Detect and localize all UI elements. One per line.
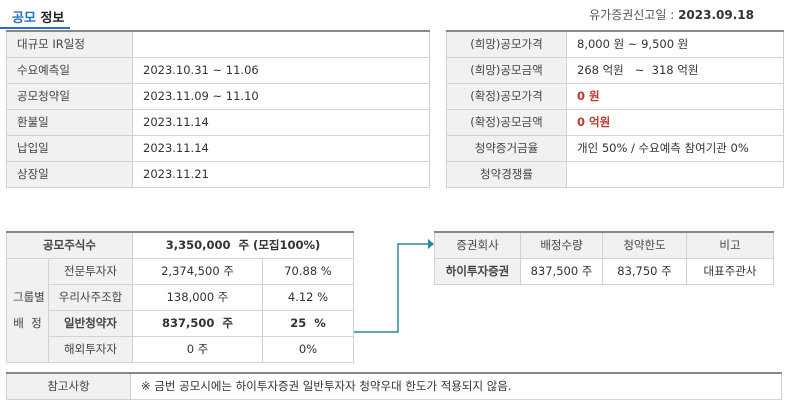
broker-qty: 837,500 주 — [520, 257, 603, 285]
schedule-value: 2023.11.14 — [132, 108, 430, 136]
price-row: (희망)공모가격 8,000 원 ~ 9,500 원 — [446, 30, 784, 58]
broker-name: 하이투자증권 — [434, 257, 521, 285]
investor-shares: 837,500 주 — [132, 309, 263, 337]
shares-total-value: 3,350,000 주 (모집100%) — [132, 231, 354, 259]
broker-row: 하이투자증권 837,500 주 83,750 주 대표주관사 — [434, 257, 774, 285]
broker-header-row: 증권회사 배정수량 청약한도 비고 — [434, 231, 774, 259]
broker-header: 배정수량 — [520, 231, 603, 259]
shares-total-row: 공모주식수 3,350,000 주 (모집100%) — [6, 231, 354, 259]
price-label: 청약경쟁률 — [446, 160, 567, 188]
investor-shares: 2,374,500 주 — [132, 257, 263, 285]
title-underline — [0, 27, 70, 29]
price-row: 청약증거금율 개인 50% / 수요예측 참여기관 0% — [446, 134, 784, 162]
schedule-row: 환불일 2023.11.14 — [6, 108, 430, 136]
schedule-label: 수요예측일 — [6, 56, 133, 84]
schedule-row: 대규모 IR일정 — [6, 30, 430, 58]
schedule-value — [132, 30, 430, 58]
investor-type: 일반청약자 — [48, 309, 133, 337]
investor-pct: 70.88 % — [262, 257, 354, 285]
price-label: (희망)공모가격 — [446, 30, 567, 58]
report-date-label: 유가증권신고일 : — [589, 8, 675, 22]
shares-row: 우리사주조합 138,000 주 4.12 % — [7, 283, 354, 311]
price-value: 8,000 원 ~ 9,500 원 — [566, 30, 784, 58]
schedule-value: 2023.11.09 ~ 11.10 — [132, 82, 430, 110]
title-accent: 공모 — [12, 11, 36, 26]
schedule-value: 2023.10.31 ~ 11.06 — [132, 56, 430, 84]
shares-table: 공모주식수 3,350,000 주 (모집100%) 그룹별 배 정 전문투자자… — [6, 231, 354, 363]
shares-row-highlight: 일반청약자 837,500 주 25 % — [7, 309, 354, 337]
investor-pct: 4.12 % — [262, 283, 354, 311]
page-title: 공모 정보 — [12, 7, 64, 26]
price-table: (희망)공모가격 8,000 원 ~ 9,500 원 (희망)공모금액 268 … — [446, 30, 784, 188]
price-row: 청약경쟁률 — [446, 160, 784, 188]
group-label-line1: 그룹별 — [13, 290, 45, 304]
investor-pct: 0% — [262, 335, 354, 363]
shares-total-label: 공모주식수 — [6, 231, 133, 259]
price-value — [566, 160, 784, 188]
title-rest: 정보 — [40, 11, 65, 26]
schedule-row: 상장일 2023.11.21 — [6, 160, 430, 188]
note-text: ※ 금번 공모시에는 하이투자증권 일반투자자 청약우대 한도가 적용되지 않음… — [130, 372, 782, 400]
note-label: 참고사항 — [6, 372, 131, 400]
schedule-label: 환불일 — [6, 108, 133, 136]
schedule-label: 납입일 — [6, 134, 133, 162]
group-label-line2: 배 정 — [13, 316, 42, 330]
broker-header: 비고 — [686, 231, 774, 259]
price-row: (희망)공모금액 268 억원 ~ 318 억원 — [446, 56, 784, 84]
investor-shares: 0 주 — [132, 335, 263, 363]
shares-row: 그룹별 배 정 전문투자자 2,374,500 주 70.88 % — [6, 257, 354, 363]
schedule-value: 2023.11.21 — [132, 160, 430, 188]
price-value: 개인 50% / 수요예측 참여기관 0% — [566, 134, 784, 162]
note-table: 참고사항 ※ 금번 공모시에는 하이투자증권 일반투자자 청약우대 한도가 적용… — [6, 372, 782, 400]
report-date-value: 2023.09.18 — [678, 8, 754, 22]
price-label: (확정)공모금액 — [446, 108, 567, 136]
schedule-row: 납입일 2023.11.14 — [6, 134, 430, 162]
schedule-row: 공모청약일 2023.11.09 ~ 11.10 — [6, 82, 430, 110]
schedule-table: 대규모 IR일정 수요예측일 2023.10.31 ~ 11.06 공모청약일 … — [6, 30, 430, 188]
note-row: 참고사항 ※ 금번 공모시에는 하이투자증권 일반투자자 청약우대 한도가 적용… — [6, 372, 782, 400]
broker-limit: 83,750 주 — [602, 257, 687, 285]
investor-type: 전문투자자 — [48, 257, 133, 285]
price-value: 268 억원 ~ 318 억원 — [566, 56, 784, 84]
group-allocation-label: 그룹별 배 정 — [6, 257, 49, 363]
broker-header: 청약한도 — [602, 231, 687, 259]
investor-shares: 138,000 주 — [132, 283, 263, 311]
price-label: 청약증거금율 — [446, 134, 567, 162]
price-value-confirmed: 0 원 — [566, 82, 784, 110]
schedule-label: 공모청약일 — [6, 82, 133, 110]
price-label: (희망)공모금액 — [446, 56, 567, 84]
shares-row: 해외투자자 0 주 0% — [7, 335, 354, 363]
schedule-row: 수요예측일 2023.10.31 ~ 11.06 — [6, 56, 430, 84]
price-row: (확정)공모금액 0 억원 — [446, 108, 784, 136]
investor-type: 해외투자자 — [48, 335, 133, 363]
report-date: 유가증권신고일 : 2023.09.18 — [589, 6, 754, 23]
price-label: (확정)공모가격 — [446, 82, 567, 110]
price-value-confirmed: 0 억원 — [566, 108, 784, 136]
schedule-label: 대규모 IR일정 — [6, 30, 133, 58]
broker-header: 증권회사 — [434, 231, 521, 259]
broker-table: 증권회사 배정수량 청약한도 비고 하이투자증권 837,500 주 83,75… — [434, 231, 774, 285]
investor-pct: 25 % — [262, 309, 354, 337]
investor-type: 우리사주조합 — [48, 283, 133, 311]
broker-note: 대표주관사 — [686, 257, 774, 285]
schedule-value: 2023.11.14 — [132, 134, 430, 162]
price-row: (확정)공모가격 0 원 — [446, 82, 784, 110]
schedule-label: 상장일 — [6, 160, 133, 188]
connector-arrow-icon — [354, 239, 434, 333]
